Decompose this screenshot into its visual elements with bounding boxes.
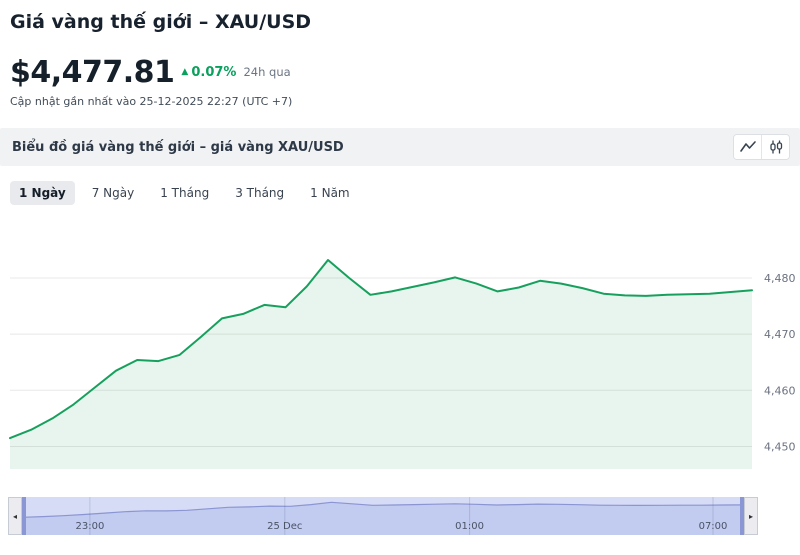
range-tabs: 1 Ngày 7 Ngày 1 Tháng 3 Tháng 1 Năm	[10, 181, 800, 205]
svg-text:4,450: 4,450	[764, 441, 796, 454]
svg-text:25 Dec: 25 Dec	[267, 521, 302, 532]
tab-3-thang[interactable]: 3 Tháng	[226, 181, 293, 205]
svg-text:4,470: 4,470	[764, 328, 796, 341]
tab-7-ngay[interactable]: 7 Ngày	[83, 181, 144, 205]
chart-navigator: ◂ 23:00 25 Dec 01:00 07:00 ▸	[8, 497, 758, 535]
chart-header-title: Biểu đồ giá vàng thế giới – giá vàng XAU…	[12, 139, 344, 155]
page-title: Giá vàng thế giới – XAU/USD	[10, 11, 312, 33]
navigator-right-handle[interactable]	[740, 497, 744, 535]
toggle-divider	[761, 135, 762, 159]
navigator-left-handle[interactable]	[22, 497, 26, 535]
price-chart[interactable]: 4,480 4,470 4,460 4,450	[0, 211, 800, 483]
tab-1-nam[interactable]: 1 Năm	[301, 181, 358, 205]
svg-text:07:00: 07:00	[699, 521, 728, 532]
chart-type-toggle	[733, 134, 790, 160]
change-period-label: 24h qua	[243, 65, 291, 79]
svg-text:01:00: 01:00	[455, 521, 484, 532]
price-row: $4,477.81 ▲ 0.07% 24h qua	[10, 54, 800, 90]
tab-1-ngay[interactable]: 1 Ngày	[10, 181, 75, 205]
up-arrow-icon: ▲	[181, 66, 189, 77]
line-chart-icon	[739, 141, 756, 152]
navigator-scroll-right-button[interactable]: ▸	[744, 497, 758, 535]
tab-1-thang[interactable]: 1 Tháng	[151, 181, 218, 205]
chart-type-candlestick-button[interactable]	[762, 135, 789, 159]
svg-text:4,460: 4,460	[764, 384, 796, 397]
svg-text:4,480: 4,480	[764, 272, 796, 285]
price-change-percent: 0.07%	[191, 64, 237, 80]
chart-header-bar: Biểu đồ giá vàng thế giới – giá vàng XAU…	[0, 128, 800, 166]
candlestick-icon	[769, 140, 782, 154]
navigator-minichart[interactable]: 23:00 25 Dec 01:00 07:00	[22, 497, 744, 535]
price-change: ▲ 0.07%	[181, 65, 236, 80]
current-price: $4,477.81	[10, 54, 175, 90]
last-updated-text: Cập nhật gần nhất vào 25-12-2025 22:27 (…	[10, 95, 293, 108]
chart-type-line-button[interactable]	[734, 135, 761, 159]
navigator-scroll-left-button[interactable]: ◂	[8, 497, 22, 535]
svg-text:23:00: 23:00	[75, 521, 104, 532]
